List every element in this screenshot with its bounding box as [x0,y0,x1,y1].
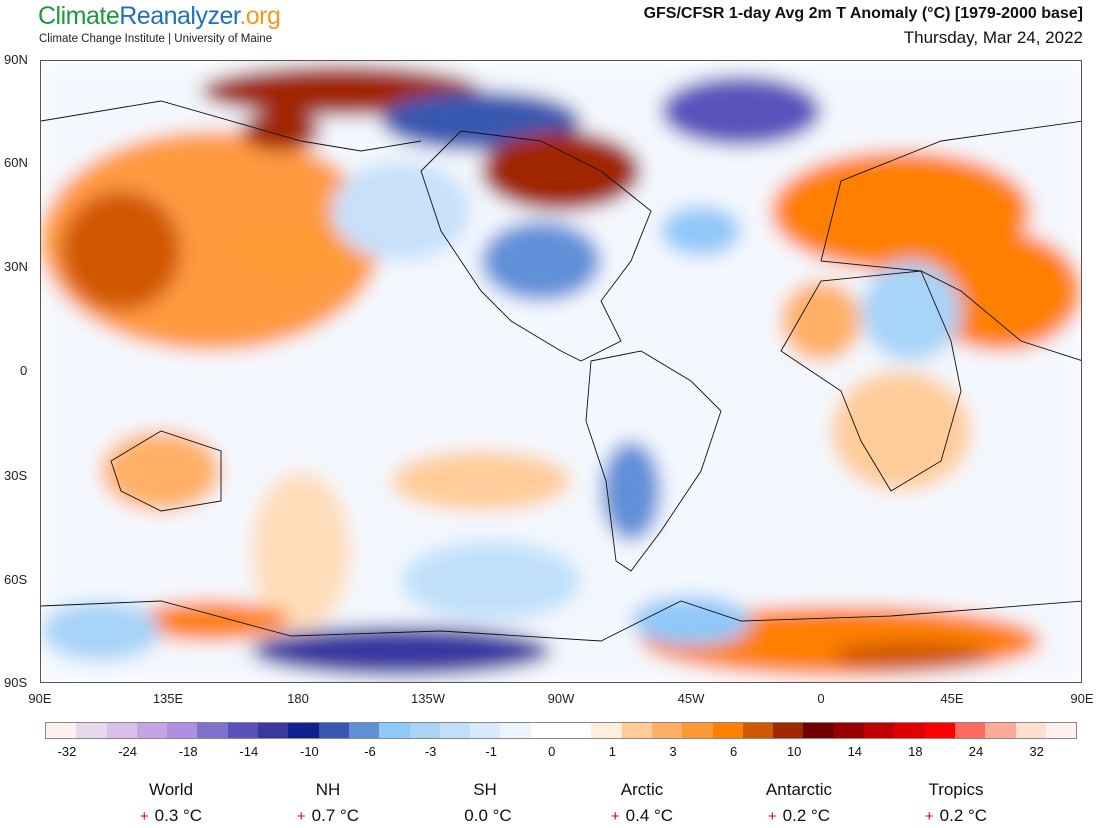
color-scale-label: 0 [548,744,556,759]
lat-label: 0 [20,363,28,378]
stat-region-name: Antarctic [765,780,833,799]
stat-world: World +0.3 °C [101,780,241,826]
color-scale-swatch [258,723,289,738]
stat-sign: + [767,808,777,825]
color-scale-swatch [76,723,107,738]
lon-label: 135E [152,691,184,706]
color-scale-swatch [46,723,77,738]
stat-tropics: Tropics +0.2 °C [886,780,1026,826]
lat-label: 60S [4,572,28,587]
color-scale-swatch [712,723,743,738]
lon-label: 90W [547,691,575,706]
stat-value: 0.3 °C [154,806,203,825]
color-scale-swatch [1045,723,1077,738]
color-scale-swatch [621,723,652,738]
color-scale-label: 1 [608,744,617,759]
stat-sign: + [296,808,306,825]
color-scale-swatch [864,723,895,738]
color-scale-swatch [742,723,774,738]
color-scale-swatch [379,723,410,738]
color-scale-label: 6 [729,744,738,759]
color-scale-swatch [197,723,228,738]
color-scale-swatch [106,723,137,738]
lon-label: 135W [411,691,445,706]
institution-subtitle: Climate Change Institute | University of… [39,33,273,45]
lat-label: 90N [4,52,28,67]
lon-label: 45E [940,691,964,706]
lat-label: 30S [4,468,28,483]
color-scale-swatch [985,723,1016,738]
color-scale-swatch [318,723,349,738]
color-scale-bar [45,722,1077,739]
stat-region-name: Tropics [928,780,984,799]
temperature-anomaly-map [40,60,1082,683]
color-scale-label: -1 [485,744,497,759]
color-scale-swatch [227,723,259,738]
color-scale-label: 32 [1029,744,1044,759]
map-date: Thursday, Mar 24, 2022 [903,28,1083,47]
color-scale-swatch [924,723,955,738]
stat-region-name: World [148,780,194,799]
stat-sign: + [924,808,934,825]
stat-value: 0.0 °C [464,806,512,825]
color-scale-label: -10 [299,744,319,759]
stat-sign: + [610,808,620,825]
stat-value: 0.7 °C [311,806,360,825]
color-scale-swatch [167,723,198,738]
color-scale-label: 10 [786,744,802,759]
stat-region-name: Arctic [620,780,664,799]
color-scale-swatch [530,723,562,738]
lon-label: 45W [677,691,705,706]
map-title: GFS/CFSR 1-day Avg 2m T Anomaly (°C) [19… [643,5,1083,22]
lon-label: 90E [28,691,52,706]
color-scale-swatch [591,723,622,738]
color-scale-label: -24 [118,744,137,759]
color-scale-swatch [439,723,471,738]
lat-label: 60N [4,155,28,170]
color-scale-label: -14 [239,744,259,759]
color-scale-swatch [348,723,380,738]
climate-reanalyzer-logo[interactable]: ClimateReanalyzer.org [38,2,281,31]
color-scale-swatch [470,723,501,738]
color-scale-label: 18 [908,744,923,759]
color-scale-label: -32 [57,744,77,759]
color-scale-swatch [288,723,319,738]
color-scale-label: 24 [968,744,984,759]
color-scale-swatch [409,723,440,738]
lat-label: 30N [4,259,28,274]
color-scale-swatch [894,723,925,738]
color-scale-swatch [803,723,834,738]
lon-label: 180 [287,691,309,706]
color-scale-swatch [773,723,804,738]
color-scale-label: 14 [847,744,863,759]
color-scale-label: -3 [424,744,437,759]
lon-label: 0 [817,691,825,706]
stat-value: 0.2 °C [939,806,988,825]
color-scale-swatch [561,723,592,738]
color-scale-swatch [682,723,713,738]
color-scale-label: -6 [364,744,376,759]
stat-value: 0.2 °C [782,806,831,825]
color-scale-swatch [651,723,683,738]
color-scale-swatch [136,723,168,738]
stat-arctic: Arctic +0.4 °C [572,780,712,826]
color-scale-swatch [500,723,531,738]
logo-text-2: Reanalyzer [119,2,240,30]
logo-text-1: Climate [38,2,120,30]
color-scale-swatch [1015,723,1046,738]
stat-region-name: NH [315,780,341,799]
color-scale-swatch [833,723,865,738]
logo-text-3: .org [239,2,281,30]
stat-sign: + [139,808,149,825]
stat-sh: SH 0.0 °C [415,780,555,826]
stat-antarctic: Antarctic +0.2 °C [729,780,869,826]
color-scale-label: 3 [669,744,677,759]
lon-label: 90E [1070,691,1094,706]
lat-label: 90S [4,675,28,690]
stat-value: 0.4 °C [625,806,674,825]
stat-region-name: SH [473,780,497,799]
color-scale-label: -18 [178,744,198,759]
color-scale-swatch [954,723,986,738]
stat-nh: NH +0.7 °C [258,780,398,826]
